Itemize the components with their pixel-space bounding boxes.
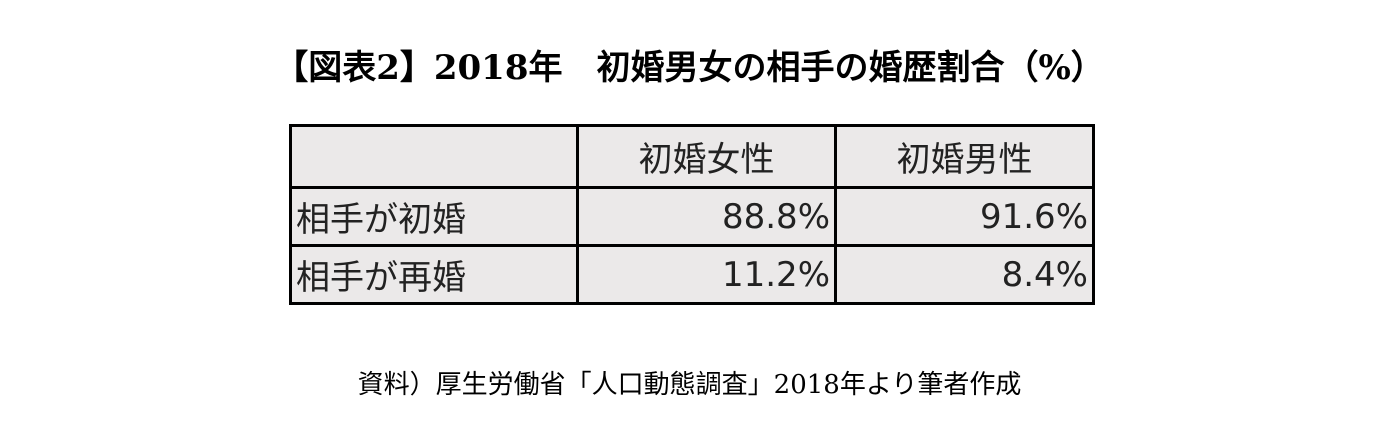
table-row: 初婚女性 初婚男性 [289, 124, 1095, 189]
table-cell: 91.6% [834, 186, 1095, 247]
table-body: 初婚女性 初婚男性 相手が初婚 88.8% 91.6% 相手が再婚 11.2% 8.4% [289, 124, 1095, 305]
title: 【図表2】2018年 初婚男女の相手の婚歴割合（%） [274, 48, 1105, 88]
table-row: 相手が初婚 88.8% 91.6% [289, 186, 1095, 247]
table-cell: 11.2% [576, 244, 837, 305]
table-cell: 相手が初婚 [289, 186, 579, 247]
table-cell: 8.4% [834, 244, 1095, 305]
table-cell: 相手が再婚 [289, 244, 579, 305]
table-cell [289, 124, 579, 189]
source: 資料）厚生労働省「人口動態調査」2018年より筆者作成 [357, 370, 1022, 400]
table-row: 相手が再婚 11.2% 8.4% [289, 244, 1095, 305]
table: 初婚女性 初婚男性 相手が初婚 88.8% 91.6% 相手が再婚 11.2% 8.4% [289, 124, 1095, 305]
table-cell: 88.8% [576, 186, 837, 247]
table-cell: 初婚男性 [834, 124, 1095, 189]
table-cell: 初婚女性 [576, 124, 837, 189]
